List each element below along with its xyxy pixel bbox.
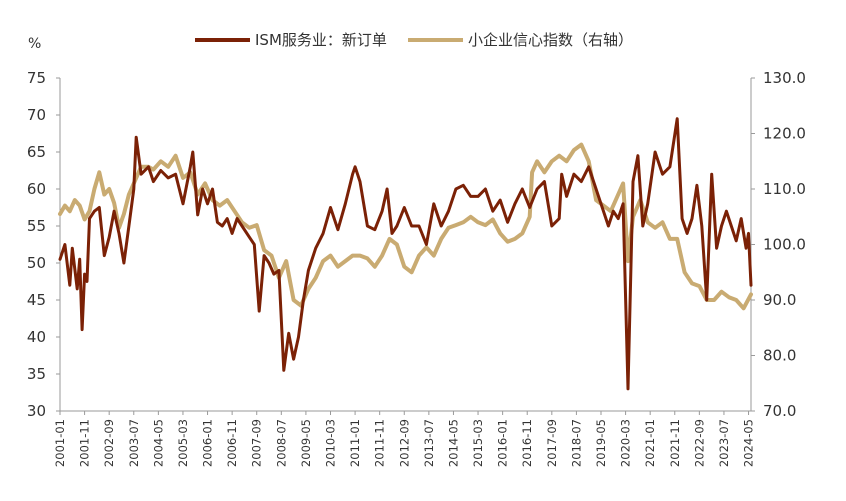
left-tick-label: 65 [27, 143, 46, 161]
x-tick-label: 2002-09 [102, 419, 116, 467]
x-tick-label: 2011-11 [373, 419, 387, 467]
legend: ISM服务业：新订单 小企业信心指数（右轴） [195, 31, 633, 49]
x-tick-label: 2001-11 [78, 419, 92, 467]
x-axis-ticks: 2001-01 2001-11 2002-09 2003-07 2004-05 2005-… [53, 411, 756, 467]
left-tick-label: 35 [27, 365, 46, 383]
x-tick-label: 2008-07 [274, 419, 288, 467]
x-tick-label: 2016-01 [496, 419, 510, 467]
x-tick-label: 2018-07 [569, 419, 583, 467]
x-tick-label: 2019-05 [594, 419, 608, 467]
x-tick-label: 2005-03 [176, 419, 190, 467]
x-tick-label: 2020-03 [619, 419, 633, 467]
right-tick-label: 130.0 [763, 69, 806, 87]
x-tick-label: 2009-05 [299, 419, 313, 467]
left-tick-label: 50 [27, 254, 46, 272]
left-tick-label: 75 [27, 69, 46, 87]
x-tick-label: 2010-03 [323, 419, 337, 467]
x-tick-label: 2012-09 [397, 419, 411, 467]
x-tick-label: 2022-09 [692, 419, 706, 467]
x-tick-label: 2013-07 [422, 419, 436, 467]
left-tick-label: 60 [27, 180, 46, 198]
x-tick-label: 2016-11 [520, 419, 534, 467]
x-tick-label: 2023-07 [717, 419, 731, 467]
axes [59, 78, 752, 412]
left-tick-label: 30 [27, 402, 46, 420]
x-tick-label: 2001-01 [53, 419, 67, 467]
left-tick-label: 55 [27, 217, 46, 235]
right-tick-label: 80.0 [763, 347, 796, 365]
x-tick-label: 2011-01 [348, 419, 362, 467]
series-line-small-business-optimism [58, 142, 753, 311]
x-tick-label: 2006-01 [201, 419, 215, 467]
right-axis-ticks: 70.0 80.0 90.0 100.0 110.0 120.0 130.0 [751, 69, 806, 420]
x-tick-label: 2024-05 [742, 419, 756, 467]
left-axis-unit: % [28, 36, 41, 52]
right-tick-label: 100.0 [763, 236, 806, 254]
series-layer [58, 117, 753, 391]
x-tick-label: 2014-05 [446, 419, 460, 467]
right-tick-label: 90.0 [763, 291, 796, 309]
series-line-ism-new-orders [58, 117, 753, 391]
left-tick-label: 40 [27, 328, 46, 346]
left-tick-label: 70 [27, 106, 46, 124]
x-tick-label: 2021-01 [643, 419, 657, 467]
right-tick-label: 120.0 [763, 125, 806, 143]
x-tick-label: 2004-05 [151, 419, 165, 467]
left-tick-label: 45 [27, 291, 46, 309]
left-axis-ticks: 30 35 40 45 50 55 60 65 70 75 [27, 69, 60, 420]
right-tick-label: 70.0 [763, 402, 796, 420]
x-tick-label: 2006-11 [225, 419, 239, 467]
right-tick-label: 110.0 [763, 180, 806, 198]
x-tick-label: 2017-09 [545, 419, 559, 467]
x-tick-label: 2007-09 [250, 419, 264, 467]
legend-label-ism-new-orders: ISM服务业：新订单 [255, 31, 387, 49]
x-tick-label: 2015-03 [471, 419, 485, 467]
x-tick-label: 2003-07 [127, 419, 141, 467]
legend-label-small-business-optimism: 小企业信心指数（右轴） [468, 31, 633, 49]
x-tick-label: 2021-11 [668, 419, 682, 467]
